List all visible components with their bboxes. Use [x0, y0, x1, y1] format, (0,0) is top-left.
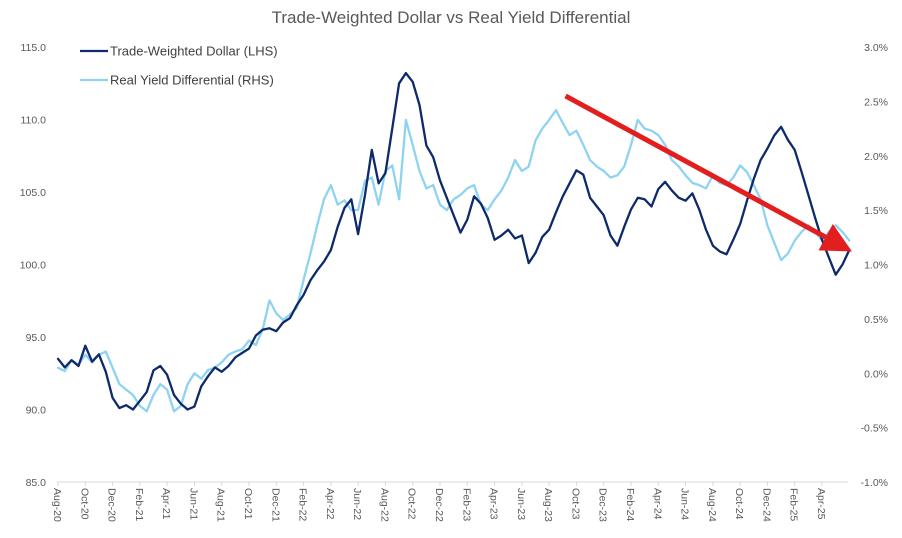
- trend-arrow-head: [818, 223, 853, 252]
- x-tick-label: Oct-22: [406, 488, 418, 520]
- x-tick-label: Aug-21: [215, 488, 227, 522]
- x-tick-label: Oct-23: [569, 488, 581, 520]
- legend-entry-dollar[interactable]: Trade-Weighted Dollar (LHS): [80, 44, 278, 59]
- x-tick-label: Oct-24: [733, 488, 745, 520]
- x-tick-label: Apr-21: [160, 488, 172, 520]
- right-tick-label: 1.5%: [864, 205, 888, 217]
- x-tick-label: Jun-24: [679, 488, 691, 520]
- legend-entry-real-yield[interactable]: Real Yield Differential (RHS): [80, 73, 274, 88]
- right-axis-ticks: -1.0% -0.5% 0.0% 0.5% 1.0% 1.5% 2.0% 2.5% 3.0%: [861, 42, 888, 489]
- chart-title: Trade-Weighted Dollar vs Real Yield Diff…: [272, 8, 631, 27]
- series-line-real-yield-differential: [56, 108, 851, 413]
- x-tick-label: Jun-22: [351, 488, 363, 520]
- right-tick-label: 0.0%: [864, 368, 888, 380]
- x-tick-label: Feb-21: [133, 488, 145, 521]
- legend: Trade-Weighted Dollar (LHS) Real Yield D…: [80, 44, 278, 88]
- x-tick-label: Apr-23: [488, 488, 500, 520]
- left-axis-ticks: 85.0 90.0 95.0 100.0 105.0 110.0 115.0: [20, 42, 46, 489]
- right-tick-label: -0.5%: [861, 423, 888, 435]
- right-tick-label: 0.5%: [864, 314, 888, 326]
- x-axis-ticks: Aug-20 Oct-20 Dec-20 Feb-21 Apr-21 Jun-21 Aug-…: [51, 482, 827, 522]
- x-tick-label: Aug-24: [706, 488, 718, 522]
- left-tick-label: 105.0: [20, 187, 46, 199]
- x-tick-label: Dec-20: [106, 488, 118, 522]
- x-tick-label: Apr-25: [815, 488, 827, 520]
- x-tick-label: Jun-23: [515, 488, 527, 520]
- x-tick-label: Apr-24: [651, 488, 663, 520]
- right-tick-label: 3.0%: [864, 42, 888, 54]
- left-tick-label: 85.0: [26, 477, 47, 489]
- series-line-trade-weighted-dollar: [56, 71, 851, 411]
- left-tick-label: 100.0: [20, 260, 46, 272]
- x-tick-label: Feb-22: [297, 488, 309, 521]
- x-tick-label: Aug-20: [51, 488, 63, 522]
- left-tick-label: 95.0: [26, 332, 47, 344]
- x-tick-label: Feb-25: [788, 488, 800, 521]
- x-tick-label: Dec-21: [269, 488, 281, 522]
- left-tick-label: 90.0: [26, 405, 47, 417]
- trend-arrow-shaft: [564, 93, 827, 240]
- x-tick-label: Oct-20: [78, 488, 90, 520]
- x-tick-label: Dec-24: [760, 488, 772, 522]
- left-tick-label: 115.0: [21, 42, 47, 54]
- x-tick-label: Apr-22: [324, 488, 336, 520]
- left-tick-label: 110.0: [21, 115, 47, 127]
- x-tick-label: Jun-21: [187, 488, 199, 520]
- annotation-group: [564, 93, 853, 252]
- legend-label-dollar: Trade-Weighted Dollar (LHS): [110, 44, 278, 59]
- x-tick-label: Aug-23: [542, 488, 554, 522]
- right-tick-label: 1.0%: [864, 260, 888, 272]
- x-tick-label: Oct-21: [242, 488, 254, 520]
- right-tick-label: 2.0%: [864, 151, 888, 163]
- x-tick-label: Feb-24: [624, 488, 636, 521]
- x-tick-label: Aug-22: [378, 488, 390, 522]
- right-tick-label: 2.5%: [864, 96, 888, 108]
- series-group: [56, 71, 851, 413]
- x-tick-label: Dec-23: [597, 488, 609, 522]
- x-tick-label: Dec-22: [433, 488, 445, 522]
- right-tick-label: -1.0%: [861, 477, 888, 489]
- legend-label-real-yield: Real Yield Differential (RHS): [110, 73, 274, 88]
- x-tick-label: Feb-23: [460, 488, 472, 521]
